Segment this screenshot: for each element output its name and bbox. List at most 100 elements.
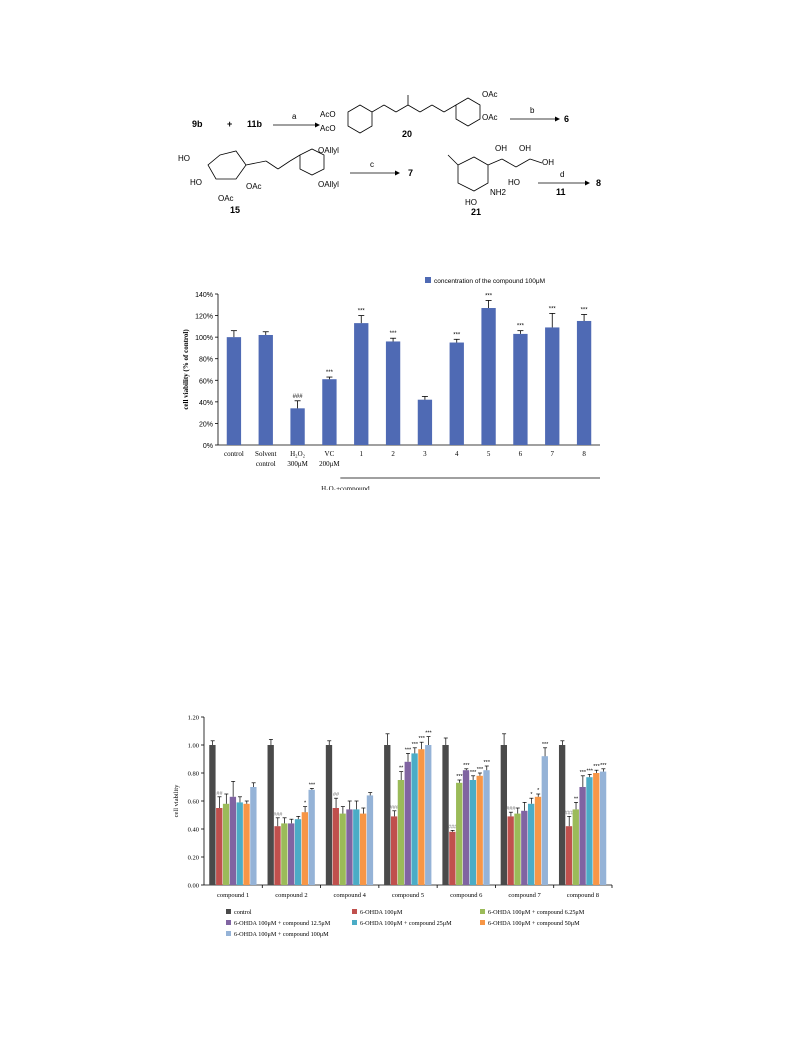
legend-swatch	[480, 909, 485, 914]
bar	[599, 771, 607, 885]
bar	[267, 745, 274, 885]
compound-21-nh2: NH2	[490, 188, 507, 197]
x-tick-label: compound 2	[275, 892, 307, 899]
significance-label: ***	[593, 764, 600, 770]
compound-15-ho-left: HO	[190, 178, 202, 187]
compound-15-structure	[207, 148, 325, 180]
y-tick-label: 60%	[199, 378, 213, 385]
x-tick-label: control	[224, 450, 244, 458]
significance-label: ***	[425, 731, 432, 737]
compound-21-ho: HO	[508, 178, 520, 187]
legend-label: 6-OHDA 100μM + compound 100μM	[234, 931, 329, 938]
x-tick-label: 200μM	[319, 460, 340, 468]
bar	[476, 775, 483, 885]
scheme-plus: +	[227, 119, 232, 129]
reaction-scheme: 9b + 11b a AcO AcO OAc OAc 20 b 6 HO HO …	[178, 90, 601, 215]
significance-label: ###	[448, 824, 458, 830]
significance-label: ***	[586, 768, 593, 774]
y-axis-label: cell viability (% of control)	[182, 329, 190, 410]
compound-21-label: 21	[471, 207, 481, 215]
significance-label: ***	[326, 370, 334, 376]
x-tick-label: 4	[455, 450, 459, 458]
scheme-arrowhead-d	[585, 180, 590, 186]
legend-label: concentration of the compound 100μM	[434, 278, 545, 285]
x-tick-label: H₂O₂	[290, 450, 306, 458]
significance-label: **	[574, 796, 579, 802]
bar	[390, 816, 398, 885]
significance-label: ##	[216, 791, 223, 797]
bar	[469, 780, 477, 885]
bar	[483, 770, 490, 885]
significance-label: ***	[358, 309, 366, 315]
significance-label: ##	[333, 792, 340, 798]
y-tick-label: 0.40	[188, 827, 199, 834]
bar	[449, 342, 464, 445]
bar	[332, 808, 339, 885]
bar	[404, 761, 411, 885]
compound-21-oh-1: OH	[495, 144, 507, 153]
bar	[507, 816, 514, 885]
compound-21-structure	[447, 154, 543, 192]
compound-15-oallyl-bottom: OAllyl	[318, 180, 339, 189]
significance-label: ***	[517, 324, 525, 330]
bar	[236, 802, 243, 885]
scheme-arrowhead-a	[315, 122, 320, 128]
bar	[541, 756, 548, 885]
legend-label: 6-OHDA 100μM	[360, 909, 403, 916]
scheme-reactant-9b: 9b	[192, 119, 203, 129]
y-tick-label: 0.60	[188, 799, 199, 806]
bar	[325, 745, 333, 885]
group-label: H₂O₂+compound	[321, 485, 370, 490]
significance-label: ***	[470, 770, 477, 776]
significance-label: *	[304, 801, 307, 807]
legend-swatch	[425, 277, 431, 283]
x-tick-label: compound 8	[567, 892, 599, 899]
bar	[258, 334, 273, 445]
significance-label: ***	[484, 760, 491, 766]
compound-20-label: 20	[402, 129, 412, 139]
compound-21-oh-2: OH	[519, 144, 531, 153]
bar	[514, 813, 521, 885]
x-tick-label: compound 1	[217, 892, 249, 899]
scheme-arrowhead-b	[555, 116, 560, 122]
bar	[576, 320, 592, 445]
significance-label: ***	[309, 782, 316, 788]
bar	[572, 809, 579, 885]
y-tick-label: 40%	[199, 400, 213, 407]
legend-label: 6-OHDA 100μM + compound 25μM	[360, 920, 452, 927]
bar	[229, 796, 237, 885]
bar	[290, 408, 305, 445]
significance-label: ***	[463, 763, 470, 769]
scheme-step-d: d	[560, 170, 564, 179]
significance-label: *	[530, 792, 533, 798]
x-tick-label: 3	[423, 450, 427, 458]
bar	[481, 308, 496, 445]
x-tick-label: 5	[487, 450, 491, 458]
bar	[462, 770, 470, 885]
scheme-step-c: c	[370, 160, 374, 169]
bar	[294, 819, 302, 885]
bar	[558, 745, 566, 885]
compound-15-oac-bottom: OAc	[218, 194, 234, 203]
bar	[449, 831, 456, 885]
compound-21-oh-3: OH	[542, 158, 554, 167]
x-tick-label: 8	[582, 450, 586, 458]
bar	[425, 745, 432, 885]
significance-label: ###	[293, 394, 304, 400]
bar	[579, 787, 586, 885]
bar	[534, 796, 542, 885]
x-tick-label: compound 6	[450, 892, 483, 899]
scheme-product-7: 7	[408, 168, 413, 178]
legend-label: 6-OHDA 100μM + compound 50μM	[488, 920, 580, 927]
compound-15-oallyl-top: OAllyl	[318, 146, 339, 155]
bar	[527, 803, 535, 885]
x-tick-label: VC	[325, 450, 335, 458]
legend-swatch	[352, 909, 357, 914]
legend-swatch	[226, 920, 231, 925]
significance-label: ***	[456, 774, 463, 780]
scheme-product-6: 6	[564, 114, 569, 124]
x-tick-label: 1	[360, 450, 364, 458]
bar	[513, 333, 528, 445]
significance-label: ***	[485, 293, 493, 299]
x-tick-label: compound 4	[334, 892, 367, 899]
